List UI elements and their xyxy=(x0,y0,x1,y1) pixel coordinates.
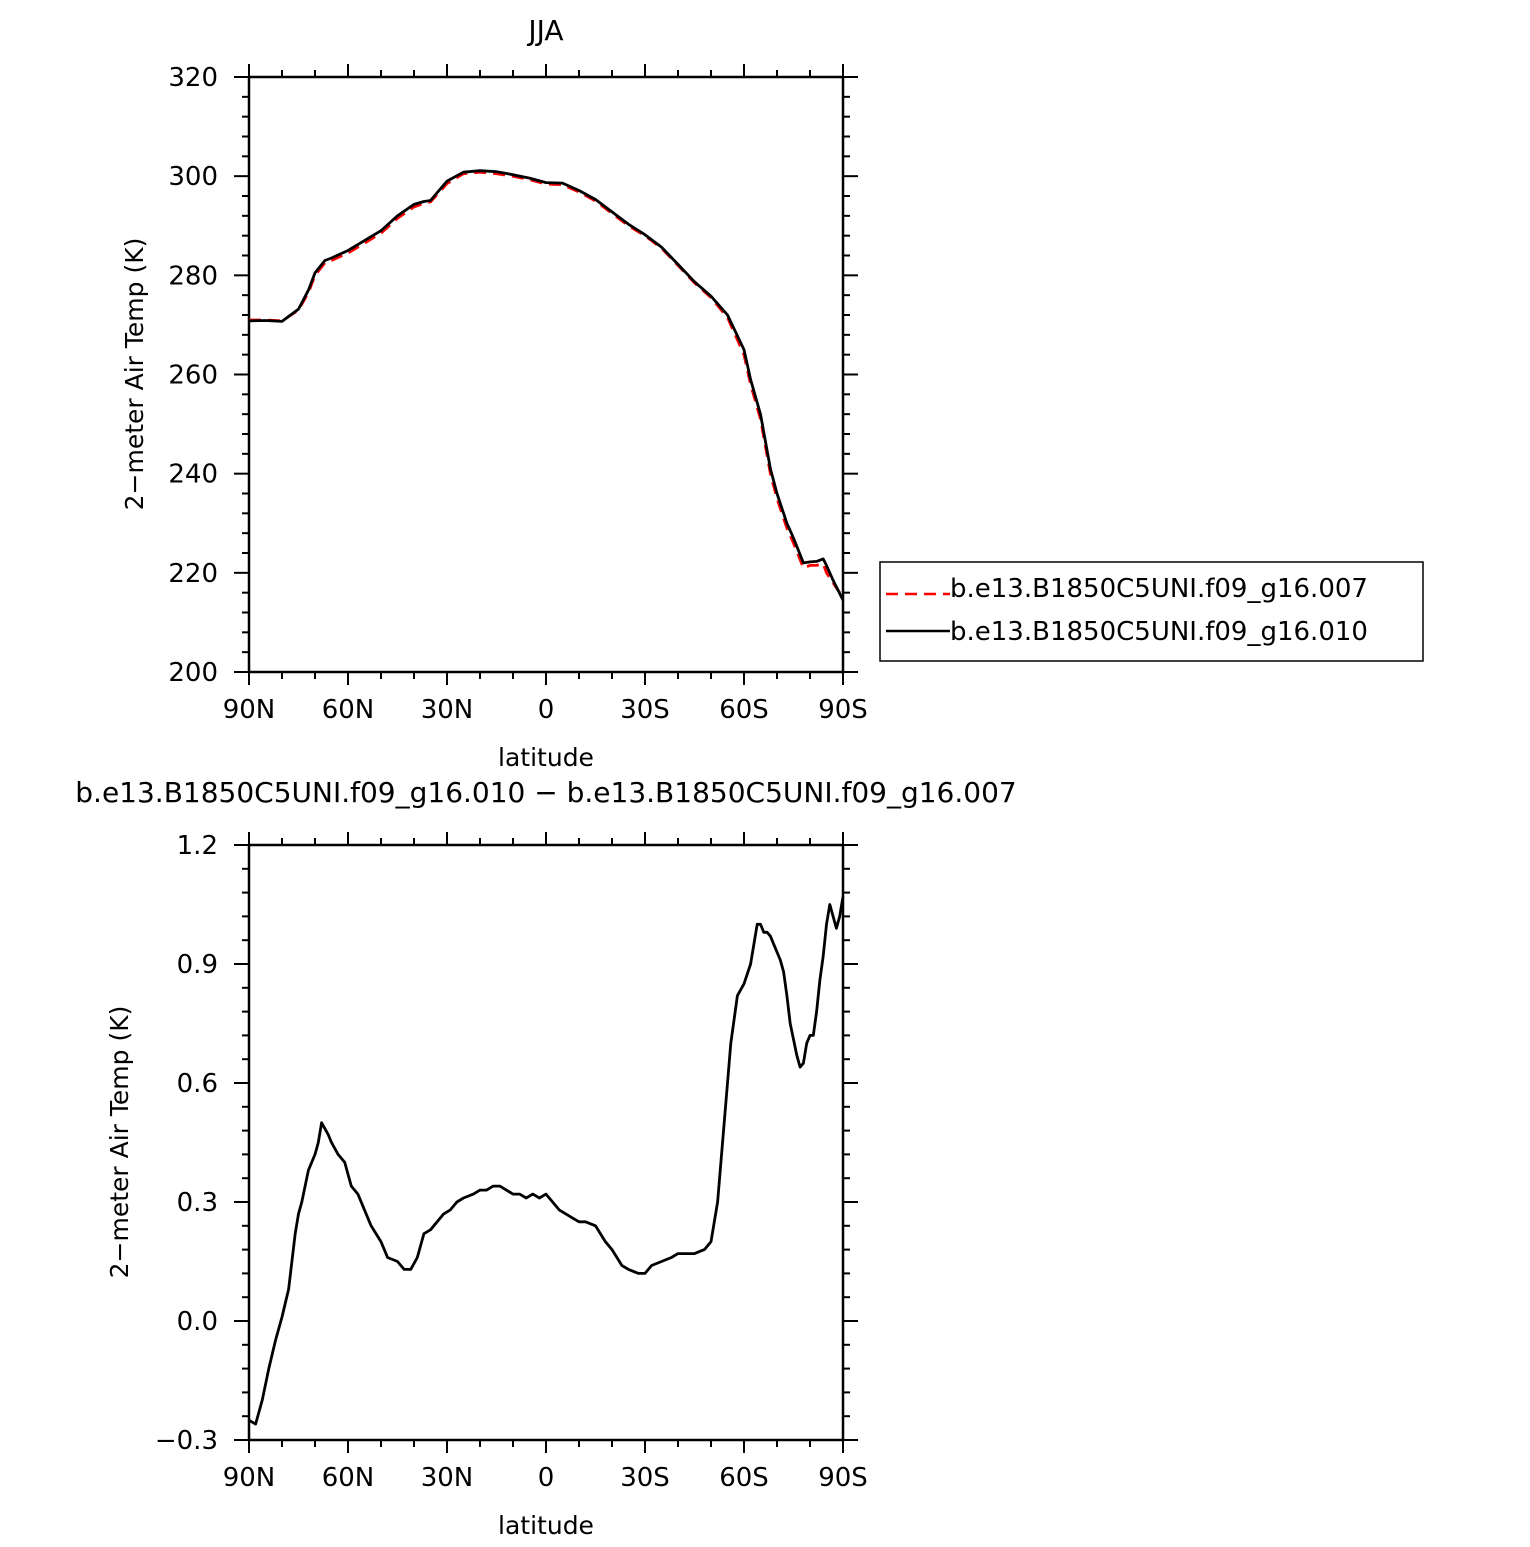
bottom-x-tick-label: 60S xyxy=(719,1463,769,1493)
top-y-tick-label: 200 xyxy=(168,658,218,688)
top-y-tick-label: 220 xyxy=(168,559,218,589)
top-y-tick-label: 300 xyxy=(168,162,218,192)
top-y-tick-label: 240 xyxy=(168,460,218,490)
legend: b.e13.B1850C5UNI.f09_g16.007 b.e13.B1850… xyxy=(879,561,1424,662)
bottom-y-tick-label: 1.2 xyxy=(177,831,218,861)
bottom-panel: b.e13.B1850C5UNI.f09_g16.010 − b.e13.B18… xyxy=(75,776,1016,1540)
bottom-x-tick-label: 30S xyxy=(620,1463,670,1493)
bottom-y-tick-label: 0.0 xyxy=(177,1307,218,1337)
top-x-tick-label: 30S xyxy=(620,695,670,725)
top-x-tick-label: 0 xyxy=(538,695,555,725)
legend-box xyxy=(879,561,1424,662)
legend-entry-007: b.e13.B1850C5UNI.f09_g16.007 xyxy=(950,574,1368,604)
bottom-plot-frame xyxy=(247,843,845,1442)
bottom-y-tick-label: 0.6 xyxy=(177,1069,218,1099)
top-x-tick-label: 60S xyxy=(719,695,769,725)
top-y-tick-label: 260 xyxy=(168,361,218,391)
bottom-plot-area: 90N 60N 30N 0 30S 60S 90S −0.3 0.0 0.3 0.6 0.9 1.2 xyxy=(155,831,868,1493)
top-panel: JJA 90N 60N 30N 0 30S 60S 90S 200 220 240 260 280 30… xyxy=(120,14,868,772)
top-x-tick-label: 60N xyxy=(322,695,375,725)
bottom-x-tick-label: 90S xyxy=(818,1463,868,1493)
top-x-tick-label: 90N xyxy=(223,695,276,725)
top-series-line-2 xyxy=(248,169,845,601)
top-x-tick-label: 90S xyxy=(818,695,868,725)
top-y-tick-label: 280 xyxy=(168,261,218,291)
top-plot-frame xyxy=(247,75,845,674)
top-series-line-1 xyxy=(249,170,845,599)
bottom-y-tick-label: 0.9 xyxy=(177,950,218,980)
bottom-series-line-1 xyxy=(248,896,845,1426)
bottom-x-axis-label: latitude xyxy=(498,1511,594,1540)
top-x-tick-label: 30N xyxy=(421,695,474,725)
top-y-axis-label: 2−meter Air Temp (K) xyxy=(120,238,149,511)
bottom-y-tick-label: 0.3 xyxy=(177,1188,218,1218)
bottom-x-tick-label: 90N xyxy=(223,1463,276,1493)
top-y-tick-label: 320 xyxy=(168,63,218,93)
bottom-x-tick-label: 30N xyxy=(421,1463,474,1493)
bottom-chart-title: b.e13.B1850C5UNI.f09_g16.010 − b.e13.B18… xyxy=(75,776,1016,809)
bottom-x-tick-label: 60N xyxy=(322,1463,375,1493)
top-plot-area: 90N 60N 30N 0 30S 60S 90S 200 220 240 260 280 300 320 xyxy=(168,63,867,725)
bottom-y-axis-label: 2−meter Air Temp (K) xyxy=(105,1006,134,1279)
top-chart-title: JJA xyxy=(526,14,563,47)
bottom-x-tick-label: 0 xyxy=(538,1463,555,1493)
bottom-y-tick-label: −0.3 xyxy=(155,1426,218,1456)
legend-entry-010: b.e13.B1850C5UNI.f09_g16.010 xyxy=(950,617,1368,647)
top-x-axis-label: latitude xyxy=(498,743,594,772)
